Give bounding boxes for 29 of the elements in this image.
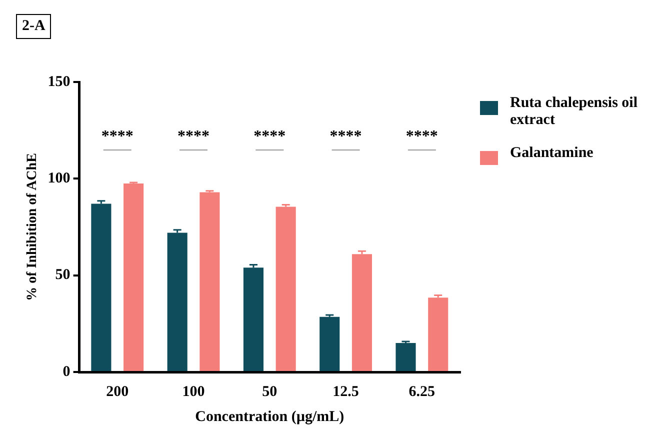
bar: [396, 343, 416, 371]
annotation: ****: [101, 128, 134, 146]
bar: [91, 204, 112, 371]
annotation: ****: [254, 128, 286, 146]
y-tick-label: 150: [48, 74, 70, 90]
annotation: ****: [330, 128, 362, 146]
y-axis-title: % of Inhibition of AChE: [25, 153, 40, 301]
bar: [124, 184, 144, 371]
bar: [200, 192, 220, 371]
annotation: ****: [178, 128, 210, 146]
x-tick-label: 50: [262, 384, 278, 400]
x-tick-label: 100: [182, 384, 205, 400]
bar: [167, 232, 188, 371]
legend-label: Ruta chalepensis oil extract: [510, 95, 639, 129]
bar: [352, 254, 372, 371]
y-tick-label: 0: [62, 364, 70, 380]
x-tick-label: 6.25: [408, 384, 436, 400]
y-tick-label: 50: [55, 267, 70, 284]
bar: [428, 298, 448, 371]
chart-title: 2-A: [16, 14, 52, 39]
bar: [320, 316, 340, 371]
legend-label: Galantamine: [510, 145, 594, 162]
bar: [276, 206, 296, 371]
bar: [243, 268, 264, 371]
y-tick-label: 100: [48, 170, 70, 187]
annotation: ****: [406, 128, 438, 146]
x-tick-label: 200: [106, 384, 129, 400]
x-axis-title: Concentration (µg/mL): [195, 408, 344, 425]
x-tick-label: 12.5: [332, 384, 359, 400]
